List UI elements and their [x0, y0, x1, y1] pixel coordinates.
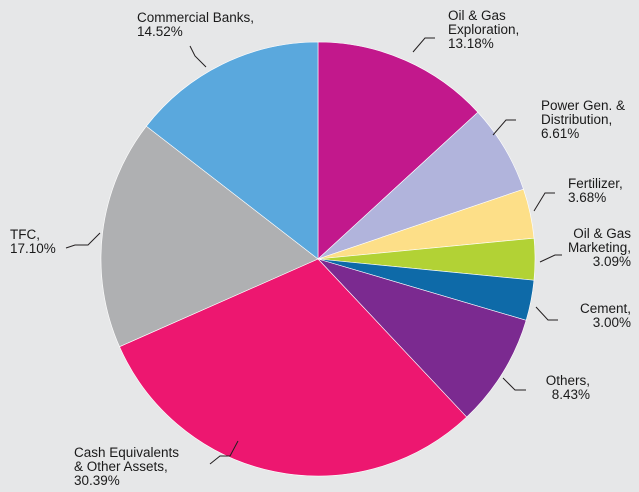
label-line: TFC, [10, 227, 40, 242]
slice-oil-gas-exploration [317, 41, 479, 260]
label-line: Oil & Gas [448, 8, 506, 23]
label-line: & Other Assets, [74, 459, 168, 474]
label-line: Distribution, [541, 112, 612, 127]
label-line: Exploration, [448, 22, 519, 37]
label-line: Marketing, [568, 240, 631, 255]
leader-line-tfc [65, 232, 101, 249]
pie-labels: Oil & Gas Exploration, 13.18%Power Gen. & D… [10, 8, 631, 488]
label-commercial-banks: Commercial Banks, 14.52% [137, 10, 254, 39]
label-cement: Cement, 3.00% [580, 301, 631, 330]
label-oil-gas-exploration: Oil & Gas Exploration, 13.18% [448, 8, 519, 51]
label-line: 3.00% [593, 315, 631, 330]
label-fertilizer: Fertilizer, 3.68% [568, 176, 623, 205]
label-line: Cash Equivalents [74, 445, 179, 460]
label-line: Others, [546, 373, 590, 388]
slice-tfc [100, 125, 319, 348]
leader-line-power-gen-distribution [492, 119, 516, 136]
leader-line-fertilizer [533, 192, 555, 212]
leader-line-oil-gas-exploration [412, 37, 435, 53]
label-line: Power Gen. & [541, 98, 625, 113]
label-line: 8.43% [552, 387, 590, 402]
pie-slices [100, 41, 536, 477]
leader-line-oil-gas-marketing [539, 254, 562, 263]
slice-commercial-banks [145, 41, 319, 260]
label-line: 17.10% [10, 241, 56, 256]
label-others: Others, 8.43% [546, 373, 590, 402]
label-power-gen-distribution: Power Gen. & Distribution, 6.61% [541, 98, 625, 141]
label-line: Oil & Gas [573, 226, 631, 241]
label-line: 14.52% [137, 24, 183, 39]
label-oil-gas-marketing: Oil & Gas Marketing, 3.09% [568, 226, 631, 269]
slice-others [317, 258, 527, 418]
label-line: 6.61% [541, 126, 579, 141]
leader-line-cement [535, 306, 558, 321]
slice-cash-equivalents-other-assets [119, 258, 468, 477]
label-line: Cement, [580, 301, 631, 316]
label-line: Fertilizer, [568, 176, 623, 191]
label-line: 3.09% [593, 254, 631, 269]
label-line: Commercial Banks, [137, 10, 254, 25]
label-line: 13.18% [448, 36, 494, 51]
leader-line-others [502, 377, 526, 391]
label-tfc: TFC, 17.10% [10, 227, 56, 256]
label-line: 30.39% [74, 473, 120, 488]
label-line: 3.68% [568, 190, 606, 205]
leader-line-cash-equivalents-other-assets [209, 440, 239, 465]
label-cash-equivalents-other-assets: Cash Equivalents & Other Assets, 30.39% [74, 445, 179, 488]
leader-line-commercial-banks [189, 45, 207, 68]
